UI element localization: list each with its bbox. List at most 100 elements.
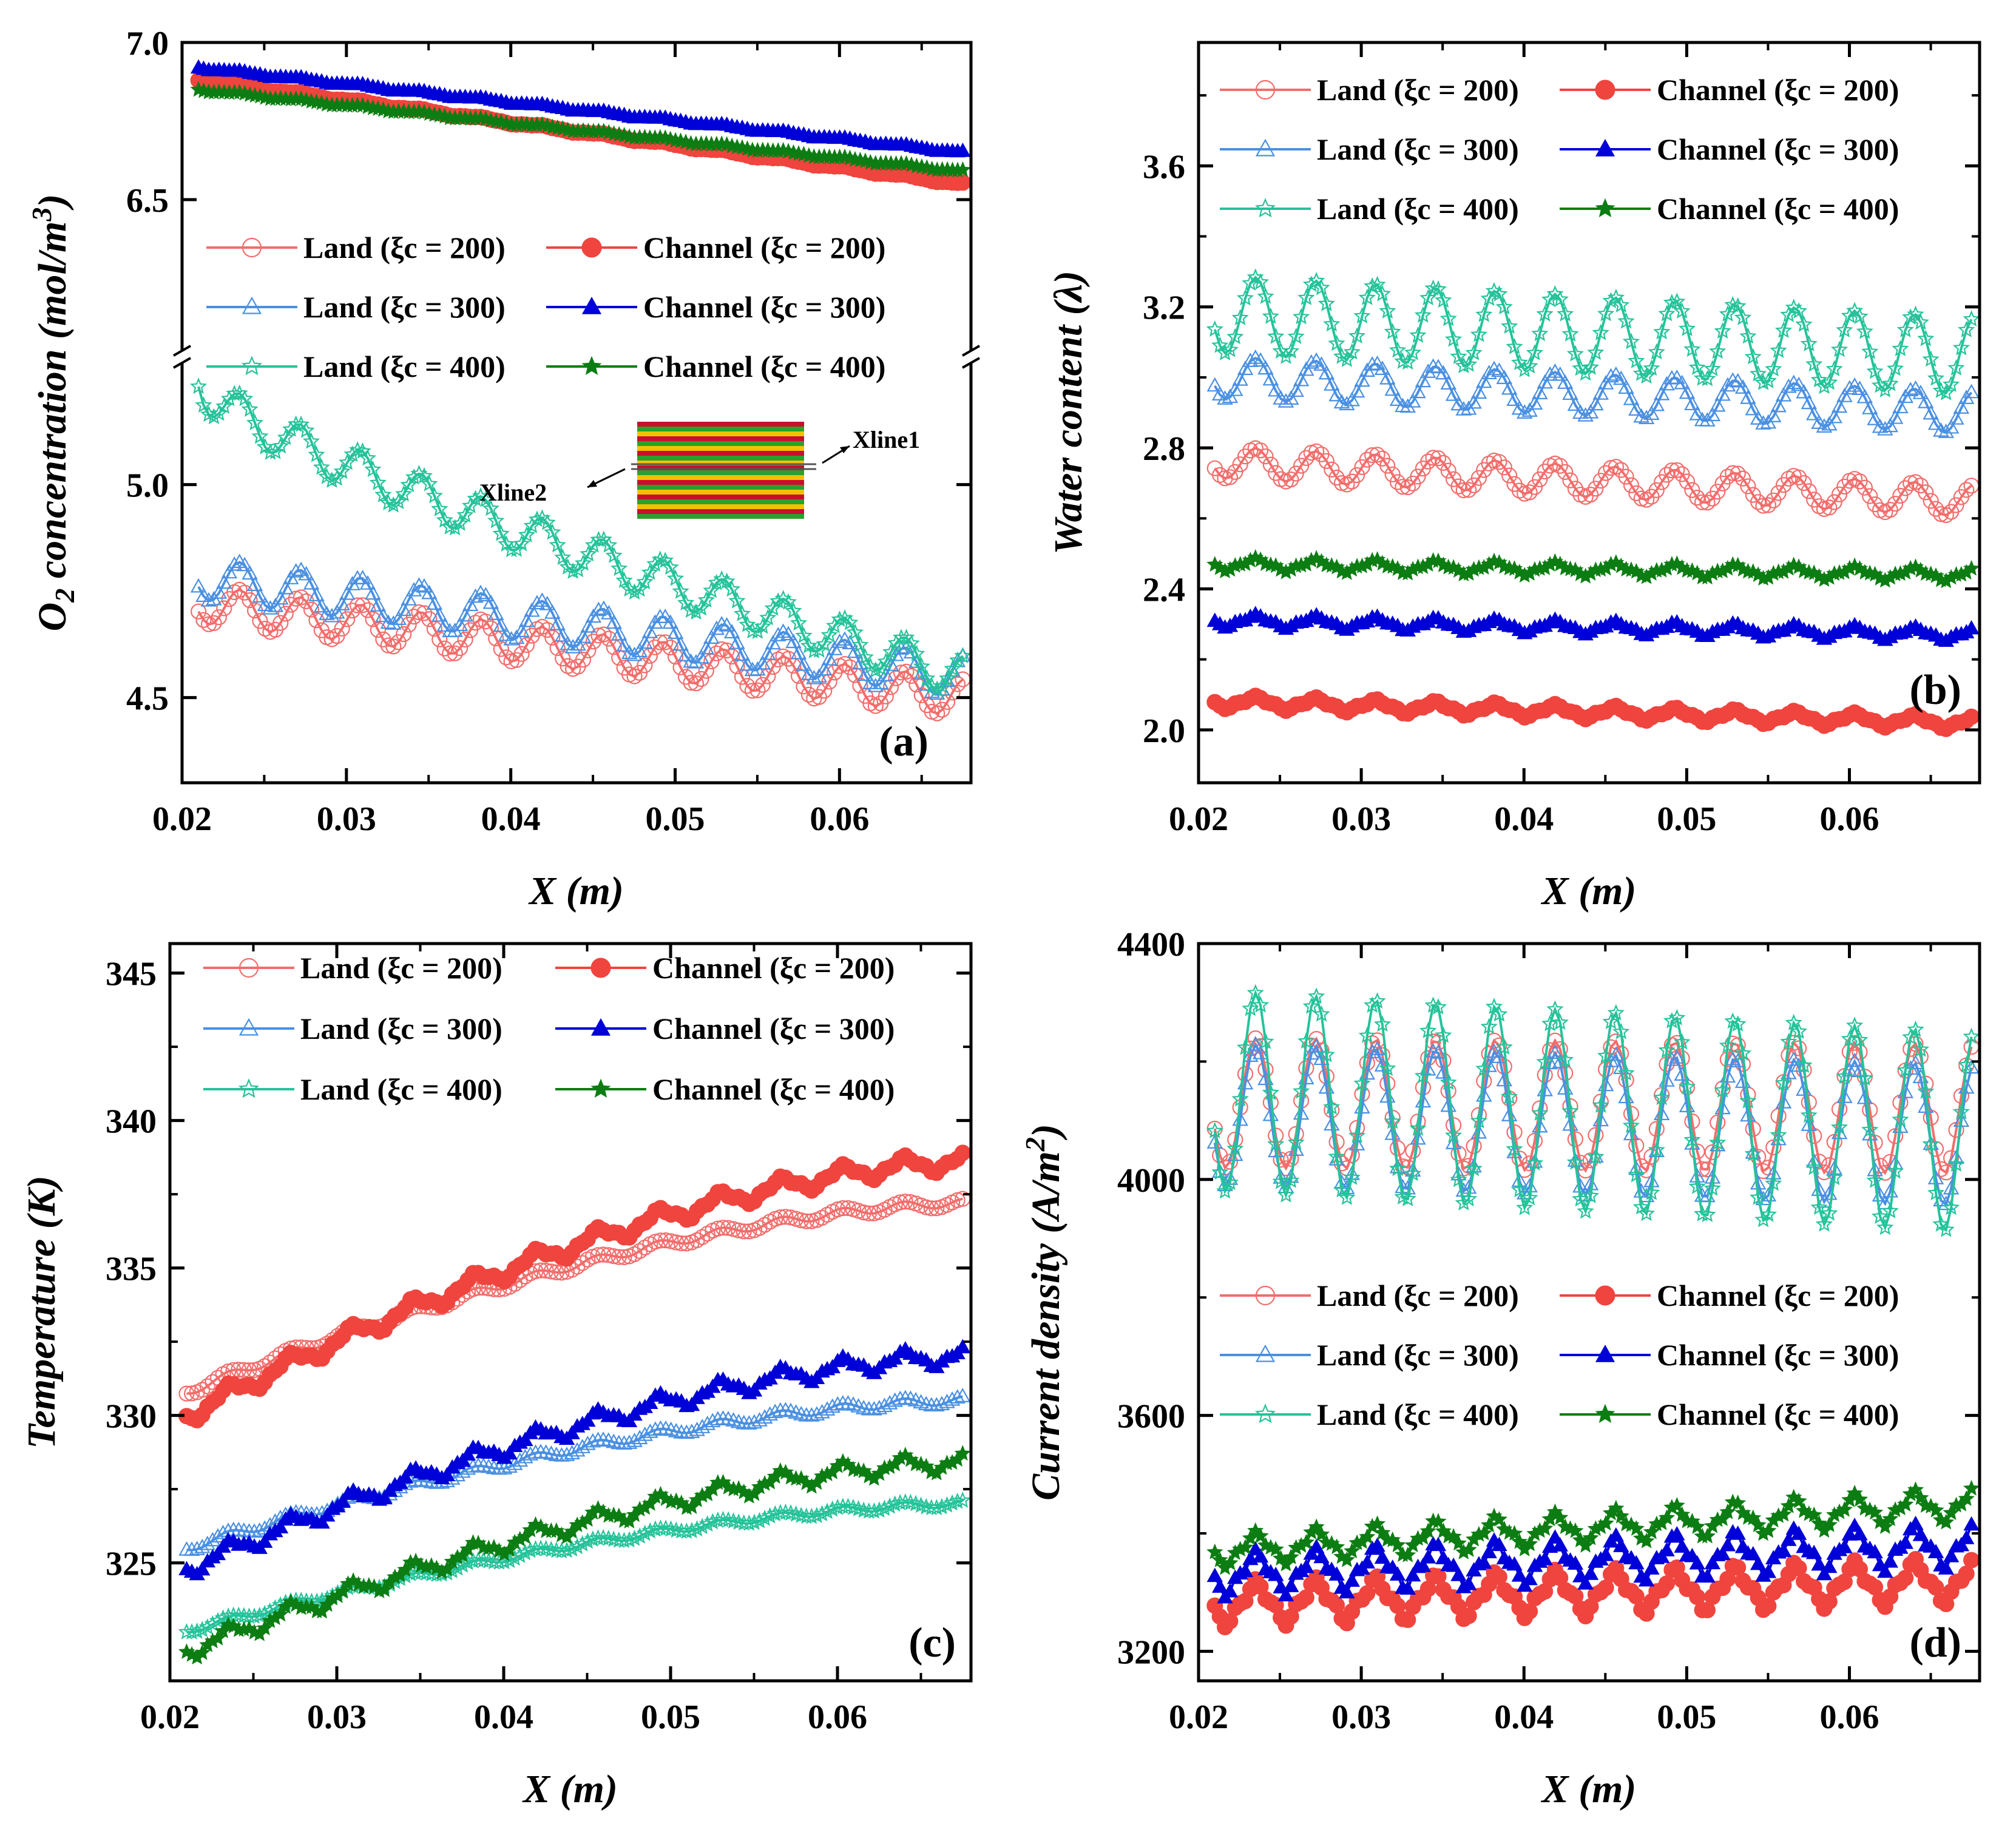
legend-marker [1255,138,1276,157]
data-point [1750,410,1767,425]
data-point [1643,359,1660,376]
data-point [1709,1133,1727,1150]
data-point [1587,343,1605,360]
data-point [1801,483,1817,499]
data-point [1628,1166,1645,1183]
data-point [761,1507,779,1524]
data-point [539,595,556,610]
data-point [1237,448,1254,465]
data-point [743,622,761,639]
data-point [1419,1522,1436,1539]
data-point [251,427,269,444]
data-point [1338,1188,1356,1205]
data-point [251,1606,268,1623]
data-point [595,1246,612,1263]
data-point [1501,1107,1518,1121]
data-point [1750,1516,1767,1533]
data-point [475,1458,492,1472]
data-point [1277,1186,1295,1203]
data-point [502,541,520,558]
data-point [1963,1479,1978,1496]
data-point [236,556,253,572]
data-point [1836,1067,1853,1084]
data-point [1344,1542,1361,1559]
data-point [1846,1518,1863,1532]
data-point [334,620,350,637]
data-point [1318,294,1336,311]
panel-label-b: (b) [1909,667,1961,714]
data-point [1689,1143,1705,1160]
x-tick-label: 0.06 [1820,800,1879,838]
data-point [795,626,813,643]
data-point [482,594,499,609]
data-point [782,1402,799,1417]
data-point [1639,492,1655,508]
data-point [1933,505,1949,522]
data-point [1282,342,1300,359]
data-point [1288,1141,1304,1156]
data-point [661,558,679,575]
data-point [1323,315,1341,332]
data-point [918,1199,935,1215]
data-point [830,1201,846,1218]
data-point [517,1448,533,1464]
data-point [538,1262,554,1279]
data-point [590,627,607,644]
panel-label-c: (c) [908,1620,956,1666]
data-point [1227,381,1243,396]
data-point [272,615,289,631]
data-point [1938,424,1955,438]
data-point [1810,1198,1828,1215]
data-point [191,603,207,620]
data-point [549,536,566,553]
data-point [1415,1557,1432,1572]
data-point [1475,1524,1492,1541]
data-point [480,1552,498,1569]
data-point [527,1263,544,1280]
plot-frame-a [180,41,973,785]
data-point [1384,381,1401,396]
y-tick-label: 7.0 [126,25,169,63]
data-point [1283,1578,1299,1592]
data-point [469,1551,487,1568]
data-point [1689,1518,1706,1534]
data-point [1410,383,1426,399]
data-point [1242,1047,1259,1062]
data-point [872,675,889,689]
data-point [1440,1097,1456,1112]
data-point [1526,1154,1544,1171]
data-point [709,1411,726,1426]
data-point [495,1553,513,1570]
data-point [390,634,407,650]
data-point [688,654,705,669]
data-point [1592,1096,1609,1113]
data-point [1384,1112,1401,1129]
data-point [929,1397,945,1412]
data-point [1963,1059,1978,1074]
data-point [1805,405,1822,421]
data-point [1745,400,1762,416]
data-point [616,637,632,652]
axis-break-mark [173,345,191,357]
data-point [188,1622,206,1639]
data-point [811,689,827,705]
data-point [1521,1189,1538,1206]
data-point [1379,302,1396,319]
data-point [1557,374,1574,389]
data-point [907,1495,925,1512]
data-point [1856,479,1873,496]
data-point [1500,1087,1518,1104]
data-point [1435,1052,1452,1069]
data-point [508,652,525,668]
data-point [397,1469,414,1484]
data-point [1638,410,1655,425]
data-point [534,618,550,635]
data-point [1796,383,1812,399]
data-point [647,1421,664,1436]
data-point [1211,336,1229,353]
y-tick-label: 4000 [1117,1162,1185,1200]
data-point [206,615,222,632]
data-point [1734,470,1751,487]
data-point [1572,1190,1589,1207]
x-tick-label: 0.03 [307,1698,367,1736]
